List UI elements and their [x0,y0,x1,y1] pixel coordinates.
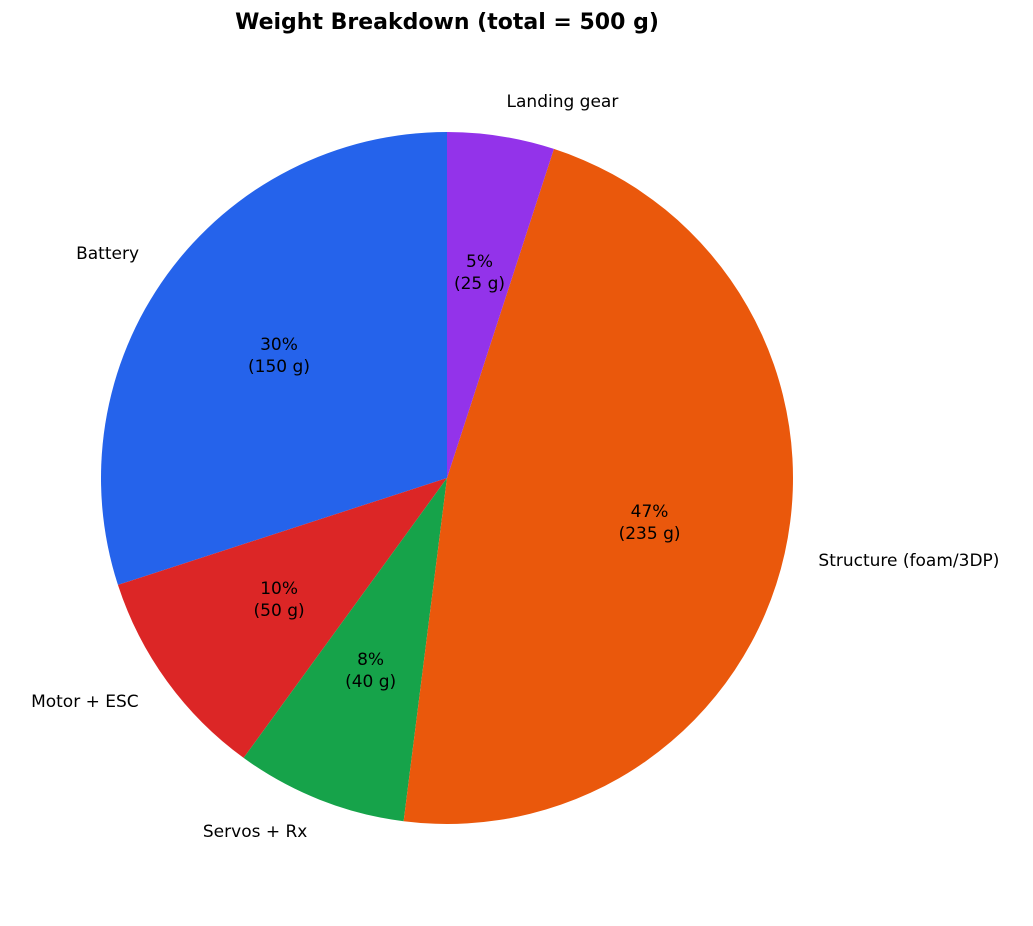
chart-title: Weight Breakdown (total = 500 g) [235,10,659,35]
value-label: 47% (235 g) [618,502,681,545]
pie-slice [243,478,447,822]
value-label: 5% (25 g) [453,251,506,294]
category-label: Battery [76,244,139,265]
category-label: Motor + ESC [31,691,139,712]
category-label: Structure (foam/3DP) [818,551,1000,572]
pie-slice [101,132,448,585]
category-label: Landing gear [506,92,619,113]
value-label: 30% (150 g) [248,334,310,377]
value-label: 8% (40 g) [345,650,397,693]
value-label: 10% (50 g) [253,579,305,622]
pie-slice [447,132,554,478]
category-label: Servos + Rx [202,821,308,842]
pie-slice [403,148,793,824]
pie-slice [117,478,447,758]
